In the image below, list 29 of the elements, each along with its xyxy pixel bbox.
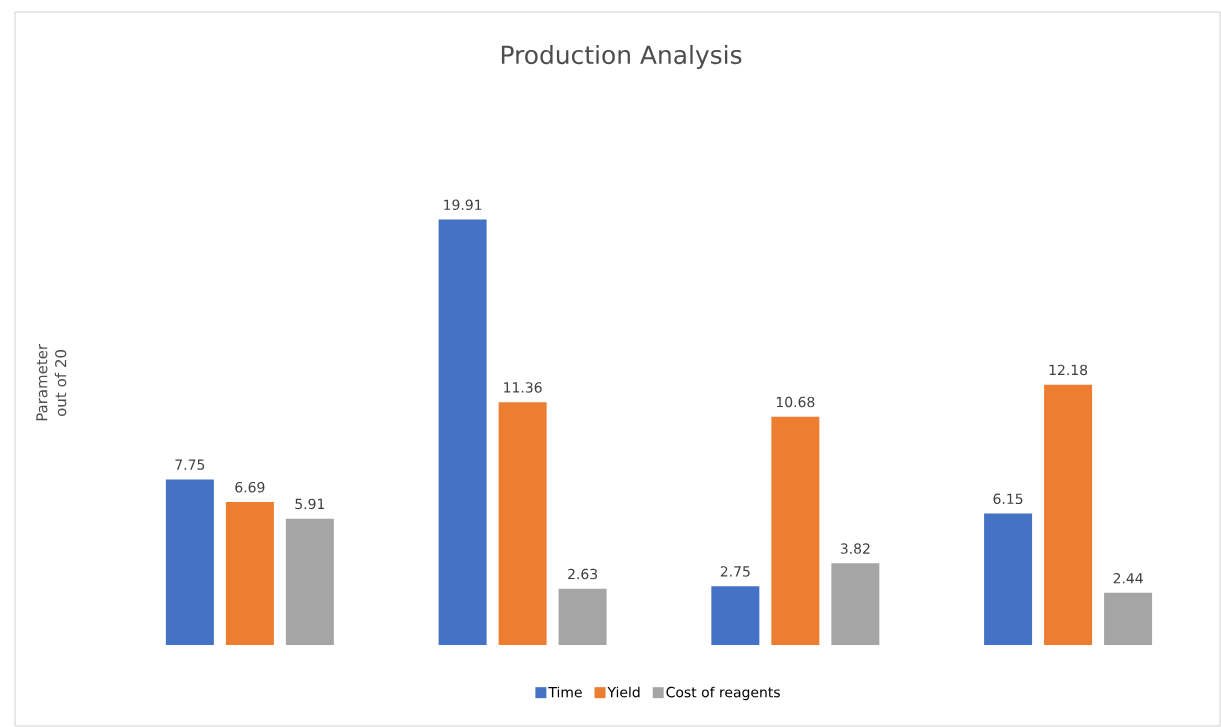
data-label: 2.63 [568, 568, 598, 580]
bar [831, 563, 880, 645]
data-label: 5.91 [295, 498, 325, 510]
bar [498, 402, 547, 645]
bar [285, 518, 334, 645]
data-label: 2.44 [1113, 572, 1143, 584]
bar [558, 588, 607, 645]
bar [771, 416, 820, 645]
legend-label: Time [548, 686, 582, 698]
bar [438, 219, 487, 645]
bar [165, 479, 214, 645]
data-label: 6.69 [235, 481, 265, 493]
data-label: 10.68 [776, 396, 815, 408]
bar [711, 586, 760, 645]
data-label: 6.15 [993, 493, 1023, 505]
bar [984, 513, 1033, 645]
data-label: 19.91 [444, 199, 482, 211]
bar [1104, 592, 1153, 645]
y-axis-title: Parameter out of 20 [36, 344, 67, 421]
legend-label: Yield [607, 686, 640, 698]
bar [1044, 384, 1093, 645]
bar [225, 502, 274, 645]
legend-label: Cost of reagents [666, 686, 780, 701]
data-label: 7.75 [175, 459, 205, 470]
data-label: 2.75 [720, 566, 750, 577]
data-label: 12.18 [1049, 364, 1088, 376]
data-label: 11.36 [504, 382, 542, 393]
chart-title: Production Analysis [501, 44, 742, 70]
data-label: 3.82 [840, 543, 870, 554]
